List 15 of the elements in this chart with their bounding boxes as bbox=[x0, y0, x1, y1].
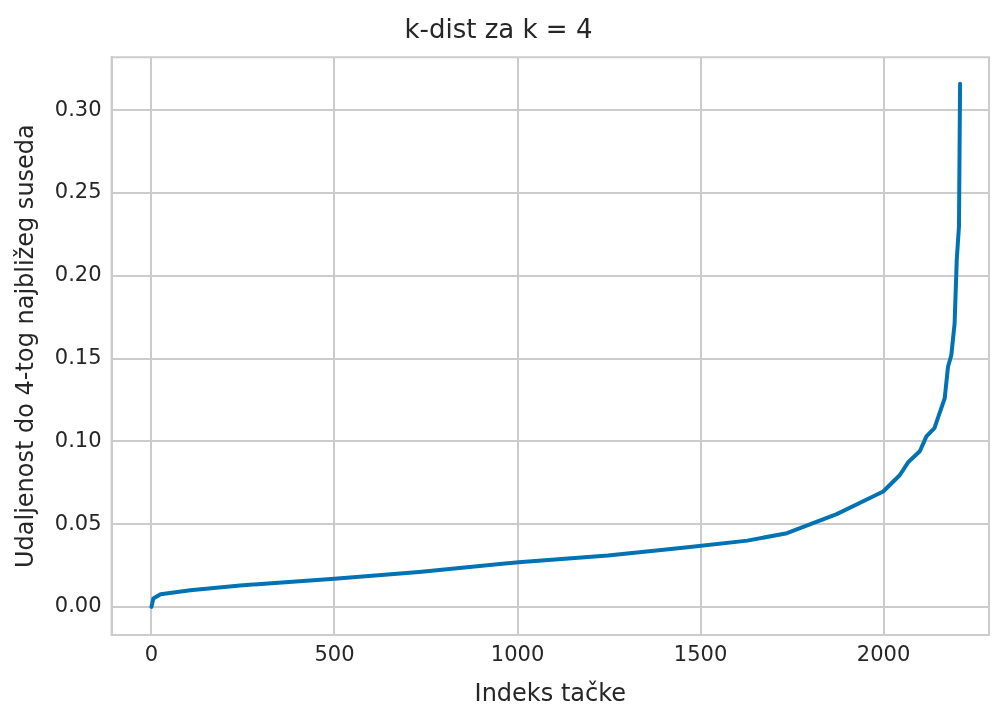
x-tick-label: 2000 bbox=[856, 642, 911, 667]
y-tick-label: 0.10 bbox=[54, 427, 102, 452]
y-tick-label: 0.15 bbox=[54, 344, 102, 369]
x-tick-label: 1500 bbox=[673, 642, 728, 667]
y-tick-label: 0.30 bbox=[54, 96, 102, 121]
y-tick-label: 0.05 bbox=[54, 510, 102, 535]
y-tick-label: 0.20 bbox=[54, 262, 102, 287]
y-tick-label: 0.25 bbox=[54, 179, 102, 204]
y-tick-label: 0.00 bbox=[54, 593, 102, 618]
x-tick-label: 0 bbox=[144, 642, 159, 667]
x-tick-label: 1000 bbox=[490, 642, 545, 667]
x-tick-label: 500 bbox=[314, 642, 355, 667]
chart-title: k-dist za k = 4 bbox=[404, 14, 593, 45]
y-axis-title: Udaljenost do 4-tog najbližeg suseda bbox=[10, 124, 39, 568]
x-axis-title: Indeks tačke bbox=[474, 678, 627, 707]
